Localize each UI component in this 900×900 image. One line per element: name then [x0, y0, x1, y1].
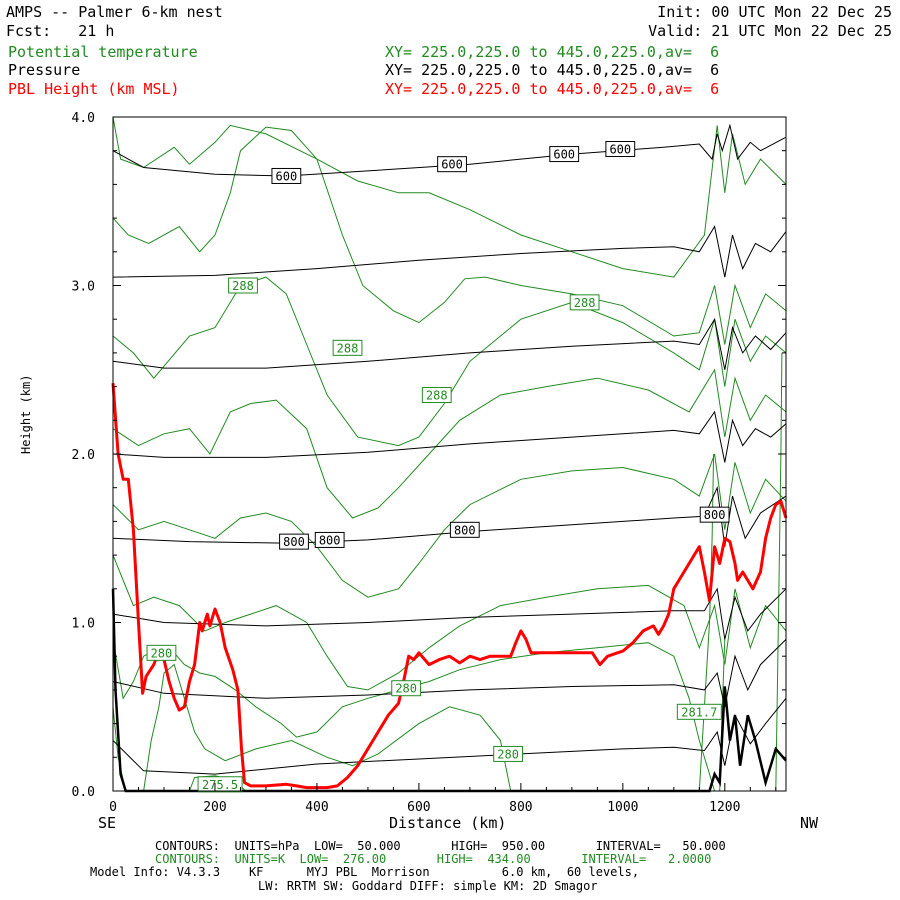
- x-tick-label: 1000: [607, 800, 638, 815]
- theta-contour-label: 288: [426, 389, 448, 403]
- x-tick-label: 400: [305, 800, 328, 815]
- theta-contour-label: 288: [337, 341, 359, 355]
- pressure-contour-label-box: [314, 531, 345, 548]
- pressure-contour-line: [112, 639, 787, 707]
- x-tick-label: 1200: [709, 800, 740, 815]
- pressure-contour-label: 800: [704, 508, 726, 522]
- x-right-end-label: NW: [800, 814, 819, 832]
- theta-contour-line: [112, 453, 787, 598]
- model-info: Model Info: V4.3.3 KF MYJ PBL Morrison 6…: [90, 865, 640, 879]
- theta-contour-label: 288: [232, 279, 254, 293]
- axes: 0 200 400 600 800 1000 1200 0.0 1.0 2.0 3.0 4.0: [72, 111, 786, 815]
- pressure-contour-label-box: [449, 521, 480, 538]
- pressure-contour-label-box: [437, 156, 467, 173]
- theta-contour-label-box: [676, 703, 722, 720]
- valid-time: Valid: 21 UTC Mon 22 Dec 25: [648, 22, 892, 40]
- terrain-line: [111, 588, 787, 793]
- field-name-pressure: Pressure: [8, 61, 81, 79]
- pbl-height-line: [111, 383, 788, 790]
- x-tick-label: 0: [109, 800, 117, 815]
- theta-contour-line: [112, 368, 787, 519]
- theta-contour-line: [112, 116, 787, 278]
- model-title: AMPS -- Palmer 6-km nest: [6, 3, 223, 21]
- theta-contour-line: [112, 639, 716, 792]
- contours-pressure-info: CONTOURS: UNITS=hPa LOW= 50.000 HIGH= 95…: [155, 839, 726, 853]
- x-tick-label: 200: [203, 800, 226, 815]
- y-tick-label: 2.0: [72, 448, 95, 463]
- pressure-contour-label-box: [605, 141, 636, 158]
- theta-contour-label: 280: [395, 682, 417, 696]
- theta-contour-label-box: [569, 294, 600, 311]
- physics-info: LW: RRTM SW: Goddard DIFF: simple KM: 2D…: [258, 879, 598, 893]
- theta-contour-label: 280: [497, 747, 519, 761]
- pressure-contour-label-box: [279, 533, 309, 550]
- contours-theta-info: CONTOURS: UNITS=K LOW= 276.00 HIGH= 434.…: [155, 852, 712, 866]
- pressure-contour-line: [112, 225, 787, 278]
- theta-contour-label: 288: [574, 296, 596, 310]
- theta-contour-label-box: [493, 745, 524, 762]
- field-name-theta: Potential temperature: [8, 43, 198, 61]
- pressure-contour-line: [112, 410, 787, 463]
- theta-contour-label: 275.5: [202, 778, 238, 792]
- field-xy-pbl: XY= 225.0,225.0 to 445.0,225.0,av= 6: [385, 80, 720, 98]
- init-time: Init: 00 UTC Mon 22 Dec 25: [657, 3, 892, 21]
- pressure-contour-line: [112, 123, 787, 177]
- x-tick-label: 800: [509, 800, 532, 815]
- pressure-contour-line: [112, 587, 787, 640]
- theta-contour-line: [112, 554, 787, 691]
- theta-contour-label-box: [391, 680, 422, 697]
- pressure-contour-label: 600: [553, 148, 575, 162]
- pressure-contour-label: 600: [441, 158, 463, 172]
- forecast-hour: Fcst: 21 h: [6, 22, 115, 40]
- y-tick-label: 1.0: [72, 617, 95, 632]
- theta-contour-line: [775, 352, 783, 792]
- pressure-contour-label: 800: [319, 533, 341, 547]
- pressure-contour-label-box: [699, 506, 730, 523]
- x-axis-title: Distance (km): [389, 814, 507, 832]
- y-tick-label: 4.0: [72, 111, 95, 126]
- theta-contour-label-box: [146, 644, 177, 661]
- theta-contour-label-box: [228, 277, 258, 294]
- field-xy-theta: XY= 225.0,225.0 to 445.0,225.0,av= 6: [385, 43, 720, 61]
- y-tick-label: 0.0: [72, 785, 95, 800]
- field-name-pbl: PBL Height (km MSL): [8, 80, 180, 98]
- pressure-contour-label: 800: [283, 535, 305, 549]
- plot-frame: [112, 116, 787, 792]
- pressure-contour-label: 800: [454, 523, 476, 537]
- pressure-contour-label: 600: [276, 169, 298, 183]
- theta-contours: [112, 116, 787, 792]
- pressure-contour-label-box: [271, 167, 302, 184]
- theta-contour-label: 281.7: [681, 705, 717, 719]
- theta-contour-line: [143, 663, 512, 792]
- x-tick-label: 600: [407, 800, 430, 815]
- pressure-contour-label: 600: [609, 143, 631, 157]
- theta-contour-label-box: [332, 339, 363, 356]
- pressure-contour-line: [112, 317, 787, 370]
- theta-contour-line: [112, 126, 787, 345]
- y-axis-title: Height (km): [19, 374, 33, 454]
- theta-contour-label: 280: [151, 646, 173, 660]
- y-tick-label: 3.0: [72, 280, 95, 295]
- pbl-height-series: [111, 383, 788, 790]
- field-xy-pressure: XY= 225.0,225.0 to 445.0,225.0,av= 6: [385, 61, 720, 79]
- pressure-contour-label-box: [549, 146, 580, 163]
- theta-contour-label-box: [421, 387, 452, 404]
- x-left-end-label: SE: [98, 814, 117, 832]
- theta-contour-line: [112, 276, 787, 447]
- pressure-contours: [112, 123, 787, 775]
- contour-labels: 600 600 600 600 800 800 800 800 288 288 288 288 280 2…: [146, 141, 730, 793]
- theta-contour-label-box: [197, 776, 243, 793]
- terrain-outline: [111, 588, 787, 793]
